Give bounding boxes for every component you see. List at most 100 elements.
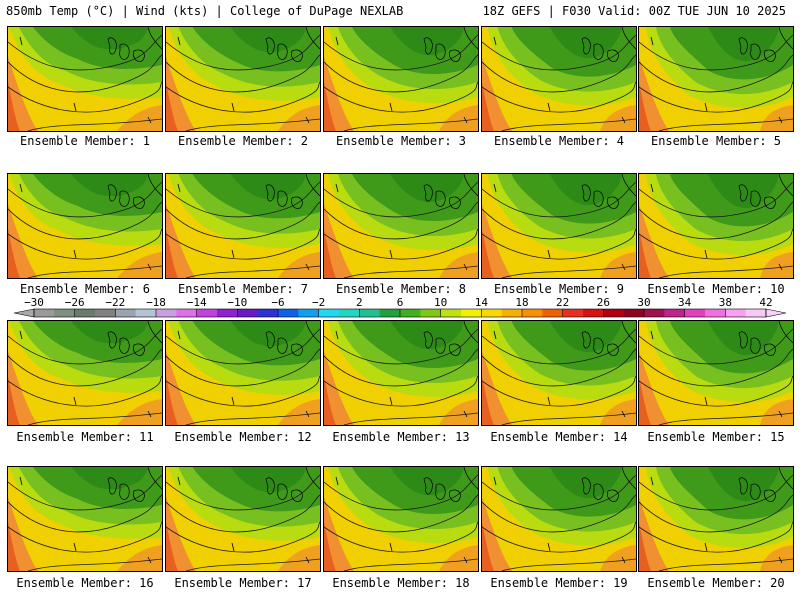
colorbar-tick-label: 30 xyxy=(637,296,650,309)
ensemble-member-label: Ensemble Member: 1 xyxy=(19,134,151,148)
temperature-map xyxy=(482,27,636,131)
colorbar-tick-label: −10 xyxy=(227,296,247,309)
colorbar-swatch xyxy=(684,309,706,317)
colorbar-tick-label: −22 xyxy=(105,296,125,309)
colorbar-tick-label: 26 xyxy=(597,296,610,309)
colorbar-swatch xyxy=(623,309,645,317)
temperature-map xyxy=(324,467,478,571)
colorbar-swatch xyxy=(725,309,746,317)
temperature-map xyxy=(8,27,162,131)
colorbar-tick-label: −14 xyxy=(187,296,207,309)
ensemble-member-label: Ensemble Member: 2 xyxy=(177,134,309,148)
colorbar-swatch xyxy=(522,309,543,317)
colorbar-swatch xyxy=(461,309,482,317)
ensemble-map-12 xyxy=(165,320,321,426)
colorbar-swatch xyxy=(54,309,75,317)
temperature-map xyxy=(166,467,320,571)
colorbar-swatch xyxy=(34,309,55,317)
temperature-map xyxy=(166,174,320,278)
colorbar-swatch xyxy=(339,309,360,317)
ensemble-map-5 xyxy=(638,26,794,132)
colorbar-swatch xyxy=(318,309,340,317)
temperature-map xyxy=(639,27,793,131)
ensemble-member-label: Ensemble Member: 14 xyxy=(490,430,628,444)
temperature-map xyxy=(8,321,162,425)
colorbar-swatch xyxy=(481,309,502,317)
colorbar-tick-label: −30 xyxy=(24,296,44,309)
temperature-map xyxy=(639,467,793,571)
colorbar-swatch xyxy=(400,309,421,317)
colorbar-swatch xyxy=(501,309,523,317)
ensemble-member-label: Ensemble Member: 3 xyxy=(335,134,467,148)
ensemble-member-label: Ensemble Member: 20 xyxy=(647,576,785,590)
colorbar-tick-label: 6 xyxy=(397,296,404,309)
temperature-map xyxy=(166,321,320,425)
colorbar-right-arrow xyxy=(765,308,787,318)
colorbar-tick-label: −2 xyxy=(312,296,325,309)
ensemble-member-label: Ensemble Member: 10 xyxy=(647,282,785,296)
colorbar-swatch xyxy=(278,309,299,317)
ensemble-map-8 xyxy=(323,173,479,279)
temperature-map xyxy=(482,321,636,425)
colorbar-tick-label: 10 xyxy=(434,296,447,309)
temperature-map xyxy=(166,27,320,131)
colorbar-swatch xyxy=(583,309,604,317)
ensemble-member-label: Ensemble Member: 17 xyxy=(174,576,312,590)
colorbar-swatch xyxy=(745,309,767,317)
temperature-map xyxy=(8,467,162,571)
ensemble-map-4 xyxy=(481,26,637,132)
temperature-map xyxy=(324,321,478,425)
temperature-map xyxy=(482,467,636,571)
ensemble-member-label: Ensemble Member: 5 xyxy=(650,134,782,148)
map-title: 850mb Temp (°C) | Wind (kts) | College o… xyxy=(6,4,404,18)
colorbar-tick-label: 34 xyxy=(678,296,692,309)
colorbar-tick-label: 18 xyxy=(515,296,528,309)
ensemble-map-18 xyxy=(323,466,479,572)
ensemble-map-16 xyxy=(7,466,163,572)
ensemble-map-10 xyxy=(638,173,794,279)
ensemble-map-1 xyxy=(7,26,163,132)
colorbar-swatch xyxy=(644,309,665,317)
ensemble-member-label: Ensemble Member: 6 xyxy=(19,282,151,296)
ensemble-member-label: Ensemble Member: 9 xyxy=(493,282,625,296)
temperature-map xyxy=(324,174,478,278)
temperature-map xyxy=(482,174,636,278)
colorbar-tick-label: 14 xyxy=(475,296,489,309)
colorbar-tick-label: −26 xyxy=(65,296,85,309)
colorbar-tick-label: 42 xyxy=(759,296,772,309)
colorbar-swatch xyxy=(379,309,401,317)
colorbar-swatch xyxy=(603,309,624,317)
ensemble-map-3 xyxy=(323,26,479,132)
ensemble-map-15 xyxy=(638,320,794,426)
colorbar-swatch xyxy=(156,309,177,317)
colorbar-swatch xyxy=(664,309,685,317)
colorbar-swatch xyxy=(95,309,116,317)
colorbar-swatch xyxy=(562,309,584,317)
colorbar-left-arrow xyxy=(13,308,35,318)
ensemble-map-6 xyxy=(7,173,163,279)
ensemble-member-label: Ensemble Member: 4 xyxy=(493,134,625,148)
colorbar-swatch xyxy=(74,309,96,317)
ensemble-member-label: Ensemble Member: 7 xyxy=(177,282,309,296)
colorbar-tick-label: 38 xyxy=(719,296,732,309)
ensemble-member-label: Ensemble Member: 19 xyxy=(490,576,628,590)
colorbar-tick-label: 22 xyxy=(556,296,569,309)
temperature-map xyxy=(8,174,162,278)
colorbar-swatch xyxy=(440,309,462,317)
colorbar-swatch xyxy=(705,309,726,317)
ensemble-member-label: Ensemble Member: 11 xyxy=(16,430,154,444)
model-run-info: 18Z GEFS | F030 Valid: 00Z TUE JUN 10 20… xyxy=(482,4,786,18)
ensemble-map-20 xyxy=(638,466,794,572)
colorbar-swatch xyxy=(135,309,157,317)
temperature-map xyxy=(324,27,478,131)
colorbar-tick-label: 2 xyxy=(356,296,363,309)
colorbar-swatch xyxy=(115,309,136,317)
ensemble-member-label: Ensemble Member: 16 xyxy=(16,576,154,590)
colorbar-swatch xyxy=(359,309,380,317)
ensemble-map-17 xyxy=(165,466,321,572)
ensemble-member-label: Ensemble Member: 13 xyxy=(332,430,470,444)
colorbar-tick-label: −18 xyxy=(146,296,166,309)
ensemble-map-19 xyxy=(481,466,637,572)
ensemble-map-13 xyxy=(323,320,479,426)
ensemble-map-2 xyxy=(165,26,321,132)
